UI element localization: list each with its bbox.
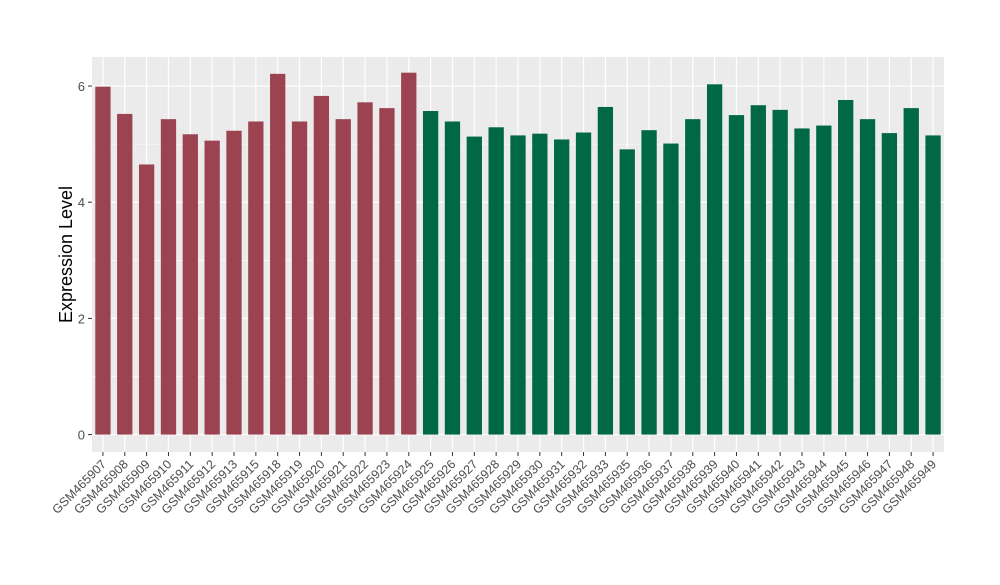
x-axis: GSM465907GSM465908GSM465909GSM465910GSM4… xyxy=(50,452,939,517)
bar-GSM465911 xyxy=(182,134,198,435)
bar-GSM465926 xyxy=(444,121,461,435)
bar-GSM465912 xyxy=(204,140,220,435)
y-tick-label: 6 xyxy=(78,79,85,94)
bar-GSM465921 xyxy=(335,119,351,435)
bar-GSM465913 xyxy=(226,130,242,435)
bar-GSM465940 xyxy=(728,115,745,435)
bar-GSM465910 xyxy=(160,119,177,435)
bar-GSM465935 xyxy=(619,149,635,435)
bar-GSM465945 xyxy=(838,99,854,435)
y-tick-label: 4 xyxy=(78,195,85,210)
bar-GSM465919 xyxy=(291,121,308,435)
bar-GSM465932 xyxy=(575,132,592,435)
y-tick-label: 2 xyxy=(78,311,85,326)
bar-GSM465929 xyxy=(510,135,526,435)
bar-GSM465928 xyxy=(488,127,504,435)
bar-GSM465925 xyxy=(422,111,439,435)
bar-GSM465933 xyxy=(597,106,614,435)
bar-GSM465949 xyxy=(925,135,941,435)
bar-GSM465944 xyxy=(816,125,832,435)
bar-GSM465942 xyxy=(772,109,788,435)
bar-GSM465931 xyxy=(554,139,570,435)
bar-GSM465924 xyxy=(401,72,417,435)
bar-GSM465941 xyxy=(750,105,766,435)
bar-GSM465920 xyxy=(313,95,330,435)
y-tick-label: 0 xyxy=(78,428,85,443)
y-axis: 0 2 4 6 xyxy=(78,79,92,443)
bar-GSM465908 xyxy=(117,113,133,435)
bar-GSM465907 xyxy=(95,86,111,435)
bar-GSM465915 xyxy=(248,121,264,435)
bar-GSM465922 xyxy=(357,102,373,435)
bar-GSM465943 xyxy=(794,128,810,435)
bar-GSM465946 xyxy=(859,119,876,435)
bar-GSM465947 xyxy=(881,133,898,435)
bar-GSM465937 xyxy=(663,143,679,435)
bars xyxy=(95,72,941,435)
bar-GSM465938 xyxy=(685,119,701,435)
bar-GSM465939 xyxy=(706,84,723,435)
bar-GSM465936 xyxy=(641,130,657,435)
bar-GSM465930 xyxy=(532,133,548,435)
bar-GSM465909 xyxy=(138,164,155,435)
bar-GSM465948 xyxy=(903,108,919,435)
bar-GSM465927 xyxy=(466,136,482,435)
y-axis-label: Expression Level xyxy=(56,186,76,323)
bar-GSM465923 xyxy=(379,108,395,435)
bar-GSM465918 xyxy=(270,73,286,435)
